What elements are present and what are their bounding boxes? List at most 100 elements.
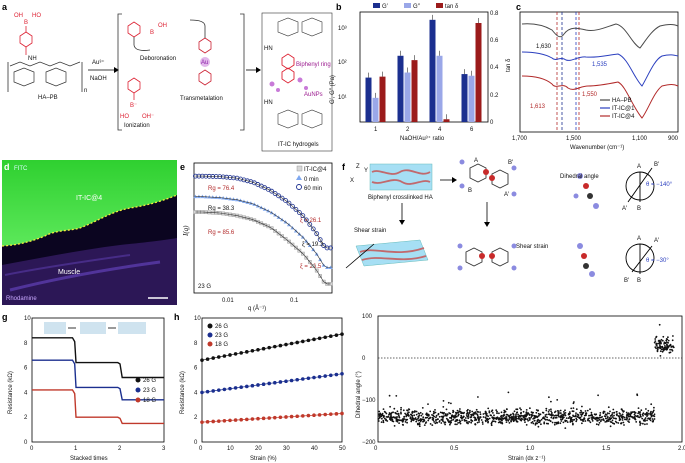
i-point-0-171 <box>495 409 498 411</box>
i-point-0-619 <box>488 410 491 412</box>
e-legend-itic4: IT-IC@4 <box>304 167 327 173</box>
i-point-0-838 <box>398 416 401 419</box>
i-point-0-855 <box>432 419 435 422</box>
i-point-0-525 <box>579 411 581 414</box>
i-point-0-913 <box>628 418 631 421</box>
i-point-0-1064 <box>581 422 583 425</box>
i-point-0-555 <box>544 415 547 418</box>
i-point-1-34 <box>669 344 672 347</box>
i-point-1-68 <box>655 344 658 346</box>
i-point-0-812 <box>415 420 418 423</box>
i-point-0-1019 <box>510 419 512 422</box>
i-point-0-565 <box>644 423 646 426</box>
g-line-18G <box>32 389 164 425</box>
i-point-0-754 <box>564 419 567 422</box>
i-point-0-366 <box>529 407 531 410</box>
panel-e-chart: I(q) 0.01 0.1 q (Å⁻¹) IT-IC@4 0 min 60 m… <box>182 162 333 312</box>
i-point-0-68 <box>382 419 385 422</box>
g-xtick-2: 2 <box>118 446 122 452</box>
i-point-0-1028 <box>546 416 548 419</box>
g-axes-frame <box>31 317 165 443</box>
d-itic4: IT-IC@4 <box>76 195 102 202</box>
i-point-0-1027 <box>551 412 553 414</box>
i-point-0-1016 <box>441 412 444 414</box>
i-point-0-895 <box>441 418 444 420</box>
e-xlabel: q (Å⁻¹) <box>248 305 266 312</box>
i-point-0-462 <box>459 410 462 413</box>
i-point-1-61 <box>667 336 669 339</box>
i-point-0-207 <box>490 410 493 413</box>
i-point-1-63 <box>659 347 662 350</box>
i-point-0-599 <box>413 414 416 417</box>
i-point-0-919 <box>531 414 534 416</box>
i-point-0-963 <box>605 417 607 420</box>
i-point-0-731 <box>423 424 426 426</box>
i-point-0-97 <box>586 409 589 412</box>
b-ylabel: G′, G″ (Pa) <box>330 75 336 104</box>
i-point-0-407 <box>575 418 578 421</box>
i-point-0-712 <box>651 411 654 414</box>
i-point-0-1084 <box>431 416 434 419</box>
i-point-0-939 <box>550 416 553 419</box>
h-xtick-10: 10 <box>227 446 234 452</box>
i-point-0-1015 <box>610 417 613 420</box>
b-y2tick-0: 0 <box>490 120 494 126</box>
i-point-0-795 <box>639 413 641 416</box>
i-point-0-83 <box>400 406 402 409</box>
i-point-0-747 <box>508 418 510 421</box>
i-point-0-809 <box>548 409 551 411</box>
i-point-0-153 <box>644 419 646 422</box>
d-muscle: Muscle <box>58 269 80 276</box>
i-point-0-1055 <box>650 410 652 413</box>
i-point-0-544 <box>380 415 383 418</box>
i-point-0-780 <box>431 424 434 426</box>
i-point-0-772 <box>441 415 444 418</box>
f-theta2: θ = −30° <box>646 258 669 264</box>
i-point-0-885 <box>507 391 510 394</box>
i-point-1-43 <box>663 343 665 345</box>
i-point-0-923 <box>437 413 440 416</box>
i-point-0-1033 <box>561 416 563 419</box>
i-point-0-499 <box>496 417 498 420</box>
i-point-0-821 <box>612 422 614 425</box>
i-point-1-44 <box>664 342 667 345</box>
i-point-0-611 <box>587 418 589 420</box>
i-point-0-213 <box>535 411 538 414</box>
b-bar-G-2 <box>397 55 404 122</box>
i-point-1-22 <box>670 346 673 348</box>
i-point-1-47 <box>655 336 657 339</box>
e-annot-xi2: ξ = 19.3 <box>302 242 324 248</box>
aunps-label: AuNPs <box>304 92 323 98</box>
i-point-0-1062 <box>558 415 560 418</box>
i-point-0-1074 <box>489 414 492 417</box>
i-point-0-569 <box>382 414 385 417</box>
c-legend-hapb: HA–PB <box>612 98 632 104</box>
i-point-0-588 <box>438 421 441 423</box>
i-point-0-203 <box>427 403 429 405</box>
i-point-0-25 <box>459 408 461 410</box>
transmetalation-label: Transmetalation <box>180 96 223 102</box>
i-point-0-968 <box>572 407 575 409</box>
i-point-0-761 <box>487 415 489 418</box>
h-legend-0: 26 G <box>215 324 228 330</box>
e-point-60min-31 <box>300 213 306 219</box>
i-point-0-870 <box>457 411 460 413</box>
i-point-0-582 <box>491 420 494 423</box>
h-xtick-50: 50 <box>339 446 346 452</box>
i-point-0-269 <box>385 416 388 418</box>
i-point-0-1001 <box>640 416 642 418</box>
i-point-0-988 <box>650 414 653 417</box>
ionization-label: Ionization <box>124 123 150 129</box>
b-xtick-4: 4 <box>438 127 442 133</box>
i-point-0-1046 <box>436 418 439 421</box>
i-point-0-561 <box>603 411 606 413</box>
i-point-0-411 <box>611 416 614 418</box>
i-point-1-50 <box>659 355 662 357</box>
i-ytick-1: 0 <box>362 356 366 362</box>
i-point-0-673 <box>469 409 471 412</box>
i-point-1-20 <box>665 339 668 342</box>
i-point-0-950 <box>634 418 637 421</box>
i-point-0-112 <box>553 414 556 417</box>
b-bar-G-4 <box>429 19 436 122</box>
